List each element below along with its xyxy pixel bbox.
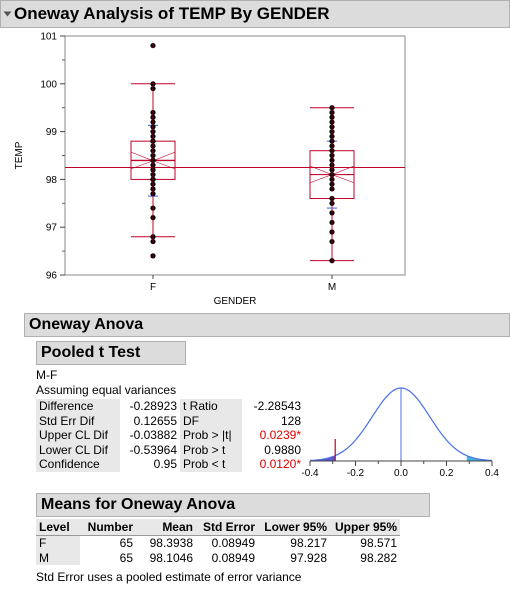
stat-row: Prob < t 0.0120* xyxy=(180,457,304,472)
column-header[interactable]: Std Error xyxy=(196,519,258,536)
table-cell: 98.571 xyxy=(360,535,397,550)
table-cell: 0.08949 xyxy=(211,535,255,550)
table-cell: 0.08949 xyxy=(211,550,255,565)
column-header[interactable]: Mean xyxy=(136,519,196,536)
stat-row: Difference -0.28923 xyxy=(36,399,180,414)
right-tail-shade xyxy=(466,455,492,461)
stat-row: Std Err Dif 0.12655 xyxy=(36,413,180,428)
stat-row: Prob > |t| 0.0239* xyxy=(180,428,304,443)
plot-frame xyxy=(64,35,406,276)
contrast-label: M-F xyxy=(36,368,58,382)
means-table: Level Number Mean Std Error Lower 95% Upper 9… xyxy=(36,519,400,565)
stat-value: -0.03882 xyxy=(129,428,177,443)
means-title: Means for Oneway Anova xyxy=(41,496,236,513)
table-cell: 98.217 xyxy=(290,535,327,550)
x-tick-label: 0.4 xyxy=(485,468,499,479)
stat-row: Confidence 0.95 xyxy=(36,457,180,472)
stat-label: Lower CL Dif xyxy=(36,442,120,457)
x-tick-label: F xyxy=(150,282,156,293)
table-cell: 65 xyxy=(119,535,133,550)
y-tick-label: 97 xyxy=(46,223,58,234)
y-tick-label: 101 xyxy=(40,32,57,43)
column-header[interactable]: Lower 95% xyxy=(258,519,330,536)
y-tick-label: 96 xyxy=(46,271,58,282)
stat-label: DF xyxy=(180,413,242,428)
x-axis-label: GENDER xyxy=(214,296,257,307)
table-cell: F xyxy=(36,535,80,550)
stat-value: 0.95 xyxy=(153,457,177,472)
x-tick-label: -0.4 xyxy=(301,468,319,479)
stat-label: Std Err Dif xyxy=(36,413,120,428)
table-cell: 98.282 xyxy=(360,550,397,565)
table-row: M 65 98.1046 0.08949 97.928 98.282 xyxy=(36,550,400,565)
table-cell: 98.3938 xyxy=(149,535,193,550)
stat-label: t Ratio xyxy=(180,399,242,414)
report-title-bar[interactable]: Oneway Analysis of TEMP By GENDER xyxy=(0,0,510,28)
y-tick-label: 98 xyxy=(46,175,58,186)
column-header[interactable]: Number xyxy=(80,519,136,536)
stat-value: 0.12655 xyxy=(133,413,177,428)
stat-value: -0.53964 xyxy=(129,442,177,457)
stat-row: Prob > t 0.9880 xyxy=(180,442,304,457)
y-tick-label: 99 xyxy=(46,127,58,138)
t-test-stats-table: t Ratio -2.28543 DF 128 Prob > |t| 0.0239* Pro… xyxy=(180,399,304,472)
stat-label: Prob > t xyxy=(180,442,242,457)
report-title: Oneway Analysis of TEMP By GENDER xyxy=(14,4,330,23)
stat-row: DF 128 xyxy=(180,413,304,428)
stat-value: 0.0239* xyxy=(259,428,301,443)
x-tick-label: 0.2 xyxy=(440,468,454,479)
oneway-anova-header[interactable]: Oneway Anova xyxy=(24,313,510,337)
assumption-text: Assuming equal variances xyxy=(36,383,177,397)
stat-label: Prob > |t| xyxy=(180,428,242,443)
difference-stats-table: Difference -0.28923 Std Err Dif 0.12655 Uppe… xyxy=(36,399,180,472)
stat-value: 128 xyxy=(280,413,301,428)
pooled-t-test-header[interactable]: Pooled t Test xyxy=(36,341,186,365)
x-tick-label: M xyxy=(328,282,336,293)
oneway-anova-title: Oneway Anova xyxy=(29,316,144,333)
box-plot-chart: 96 97 98 99 100 101 TEMP F M GENDER xyxy=(14,32,406,307)
stat-value: -0.28923 xyxy=(129,399,177,414)
x-tick-label: 0.0 xyxy=(394,468,408,479)
table-cell: 98.1046 xyxy=(149,550,193,565)
table-cell: M xyxy=(36,550,80,565)
stat-row: Lower CL Dif -0.53964 xyxy=(36,442,180,457)
means-header[interactable]: Means for Oneway Anova xyxy=(36,493,430,517)
y-tick-label: 100 xyxy=(40,79,57,90)
stat-label: Prob < t xyxy=(180,457,242,472)
stat-value: 0.0120* xyxy=(259,457,301,472)
table-cell: 65 xyxy=(119,550,133,565)
table-row: F 65 98.3938 0.08949 98.217 98.571 xyxy=(36,535,400,550)
table-cell: 97.928 xyxy=(290,550,327,565)
means-header-row: Level Number Mean Std Error Lower 95% Upper 9… xyxy=(36,519,400,536)
column-header[interactable]: Level xyxy=(36,519,80,536)
footnote: Std Error uses a pooled estimate of erro… xyxy=(36,570,302,584)
column-header[interactable]: Upper 95% xyxy=(330,519,400,536)
stat-value: -2.28543 xyxy=(253,399,301,414)
x-tick-label: -0.2 xyxy=(347,468,365,479)
y-axis-label: TEMP xyxy=(14,141,25,169)
density-curve xyxy=(310,387,492,462)
stat-label: Difference xyxy=(36,399,120,414)
stat-row: t Ratio -2.28543 xyxy=(180,399,304,414)
stat-value: 0.9880 xyxy=(264,442,301,457)
pooled-t-test-title: Pooled t Test xyxy=(41,344,141,361)
stat-label: Confidence xyxy=(36,457,120,472)
stat-label: Upper CL Dif xyxy=(36,428,120,443)
left-tail-shade xyxy=(310,455,336,461)
stat-row: Upper CL Dif -0.03882 xyxy=(36,428,180,443)
